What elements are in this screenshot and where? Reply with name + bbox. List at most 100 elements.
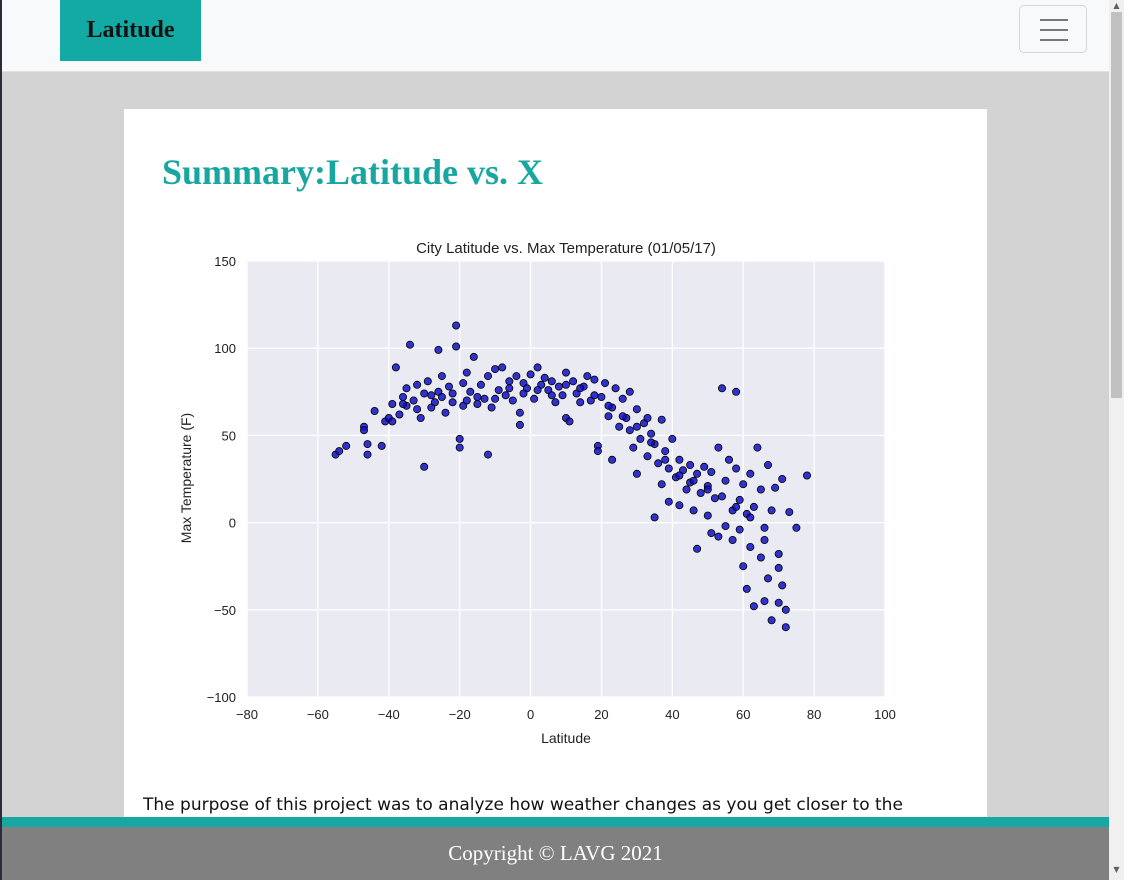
data-point [643,452,652,461]
data-point [455,443,464,452]
data-point [657,415,666,424]
scroll-up-arrow-icon[interactable]: ▲ [1113,1,1120,10]
data-point [778,474,787,483]
data-point [739,562,748,571]
data-point [402,384,411,393]
data-point [689,506,698,515]
data-point [714,443,723,452]
data-point [735,495,744,504]
data-point [448,389,457,398]
data-point [657,480,666,489]
data-point [654,459,663,468]
data-point [629,443,638,452]
data-point [515,408,524,417]
data-point [753,443,762,452]
data-point [473,399,482,408]
data-point [430,398,439,407]
scrollbar-thumb[interactable] [1111,12,1122,398]
data-point [561,368,570,377]
data-point [728,535,737,544]
data-point [693,469,702,478]
menu-toggle-button[interactable] [1019,5,1087,53]
x-tick-label: −40 [378,707,400,722]
data-point [771,483,780,492]
window-edge [0,0,2,880]
chart-grid [246,260,886,698]
data-point [427,391,436,400]
data-point [650,513,659,522]
data-point [423,377,432,386]
data-point [760,523,769,532]
data-point [632,469,641,478]
data-point [462,368,471,377]
data-point [615,422,624,431]
data-point [636,434,645,443]
data-point [526,370,535,379]
data-point [749,602,758,611]
data-point [561,380,570,389]
data-point [363,440,372,449]
data-point [363,450,372,459]
data-point [675,455,684,464]
data-point [760,597,769,606]
data-point [342,441,351,450]
data-point [767,506,776,515]
y-tick-label: 50 [222,428,236,443]
data-point [604,412,613,421]
data-point [625,426,634,435]
footer-accent-bar [2,817,1109,827]
data-point [335,447,344,456]
x-tick-label: 20 [594,707,608,722]
data-point [494,386,503,395]
data-point [469,352,478,361]
data-point [739,480,748,489]
data-point [721,476,730,485]
data-point [480,394,489,403]
data-point [792,523,801,532]
data-point [505,384,514,393]
data-point [491,365,500,374]
y-tick-label: 150 [214,254,236,269]
data-point [448,398,457,407]
data-point [498,363,507,372]
data-point [455,434,464,443]
data-point [597,392,606,401]
y-tick-label: 100 [214,341,236,356]
data-point [441,408,450,417]
data-point [746,542,755,551]
data-point [576,398,585,407]
data-point [700,462,709,471]
data-point [675,501,684,510]
vertical-scrollbar[interactable]: ▲ ▼ [1109,0,1124,880]
navbar: Latitude [2,0,1109,72]
data-point [398,392,407,401]
data-point [512,372,521,381]
data-point [554,382,563,391]
x-tick-label: 60 [736,707,750,722]
data-point [395,410,404,419]
data-point [756,485,765,494]
data-point [583,372,592,381]
data-point [707,529,716,538]
brand-logo[interactable]: Latitude [60,0,201,61]
data-point [409,396,418,405]
data-point [661,447,670,456]
data-point [519,389,528,398]
data-point [760,535,769,544]
data-point [533,386,542,395]
data-point [611,384,620,393]
scroll-down-arrow-icon[interactable]: ▼ [1113,865,1120,874]
data-point [774,549,783,558]
data-point [569,377,578,386]
data-point [359,426,368,435]
data-point [749,502,758,511]
data-point [756,553,765,562]
data-point [703,511,712,520]
data-point [682,485,691,494]
data-point [735,525,744,534]
data-point [452,342,461,351]
data-point [647,438,656,447]
data-point [398,399,407,408]
hamburger-menu-icon [1040,19,1068,21]
data-point [803,471,812,480]
